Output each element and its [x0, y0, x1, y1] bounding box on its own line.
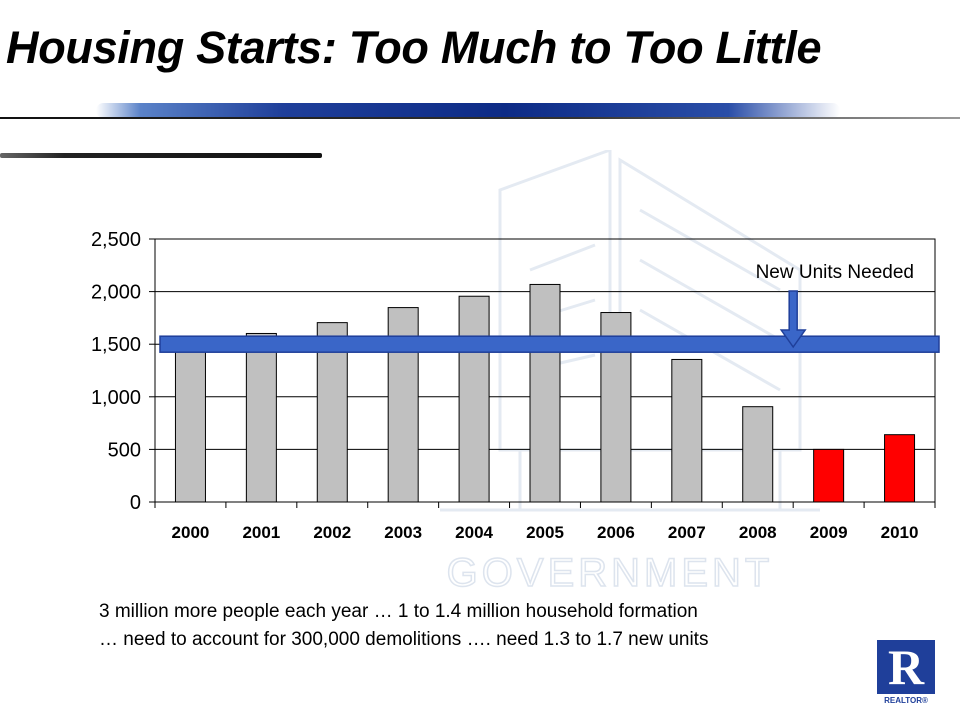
y-tick-label: 1,500 [91, 334, 141, 356]
bar-2005 [529, 283, 561, 503]
y-tick-label: 0 [130, 492, 141, 514]
x-tick-label: 2008 [739, 523, 777, 542]
footnote-line-2: … need to account for 300,000 demolition… [99, 629, 709, 650]
y-tick-label: 500 [108, 439, 141, 461]
x-tick-label: 2000 [172, 523, 210, 542]
x-tick-label: 2006 [597, 523, 635, 542]
bar-2010 [884, 434, 916, 503]
x-tick-label: 2005 [526, 523, 564, 542]
bar-2008 [742, 406, 774, 503]
realtor-logo-word: REALTOR® [884, 696, 928, 705]
x-tick-label: 2004 [455, 523, 493, 542]
footnote: 3 million more people each year … 1 to 1… [99, 598, 899, 654]
bar-2007 [671, 358, 703, 503]
realtor-logo-letter: R [887, 639, 925, 695]
bar-2001 [245, 332, 277, 503]
new-units-needed-band [159, 335, 940, 353]
y-tick-label: 1,000 [91, 387, 141, 409]
y-tick-label: 2,000 [91, 282, 141, 304]
bar-2004 [458, 295, 490, 503]
x-tick-label: 2003 [384, 523, 422, 542]
title-underline-blue [96, 103, 840, 118]
government-watermark: GOVERNMENT [440, 150, 820, 596]
x-tick-label: 2002 [313, 523, 351, 542]
y-tick-label: 2,500 [91, 229, 141, 251]
x-tick-label: 2001 [242, 523, 280, 542]
x-tick-label: 2007 [668, 523, 706, 542]
footnote-line-1: 3 million more people each year … 1 to 1… [99, 601, 698, 622]
x-tick-label: 2009 [810, 523, 848, 542]
realtor-logo-box: R [877, 640, 935, 694]
new-units-needed-label: New Units Needed [756, 262, 914, 283]
realtor-logo: R REALTOR® [877, 640, 935, 706]
watermark-text: GOVERNMENT [447, 551, 774, 595]
bar-2000 [174, 336, 206, 503]
slide-title: Housing Starts: Too Much to Too Little [6, 22, 822, 73]
section-divider [0, 153, 322, 158]
bar-2009 [813, 448, 845, 503]
title-underline-thin [0, 117, 960, 119]
x-tick-label: 2010 [881, 523, 919, 542]
new-units-arrow [779, 290, 807, 349]
